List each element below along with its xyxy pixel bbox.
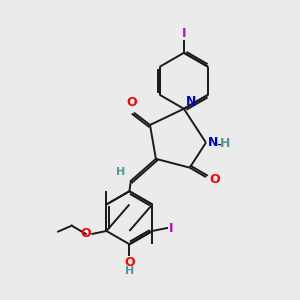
Text: O: O <box>209 173 220 186</box>
Text: H: H <box>116 167 126 177</box>
Text: O: O <box>126 96 137 109</box>
Text: O: O <box>80 227 91 240</box>
Text: -: - <box>217 137 222 152</box>
Text: N: N <box>208 136 219 148</box>
Text: H: H <box>125 266 135 276</box>
Text: I: I <box>169 221 173 235</box>
Text: N: N <box>186 94 197 108</box>
Text: O: O <box>125 256 135 269</box>
Text: H: H <box>220 137 230 150</box>
Text: I: I <box>182 27 186 40</box>
